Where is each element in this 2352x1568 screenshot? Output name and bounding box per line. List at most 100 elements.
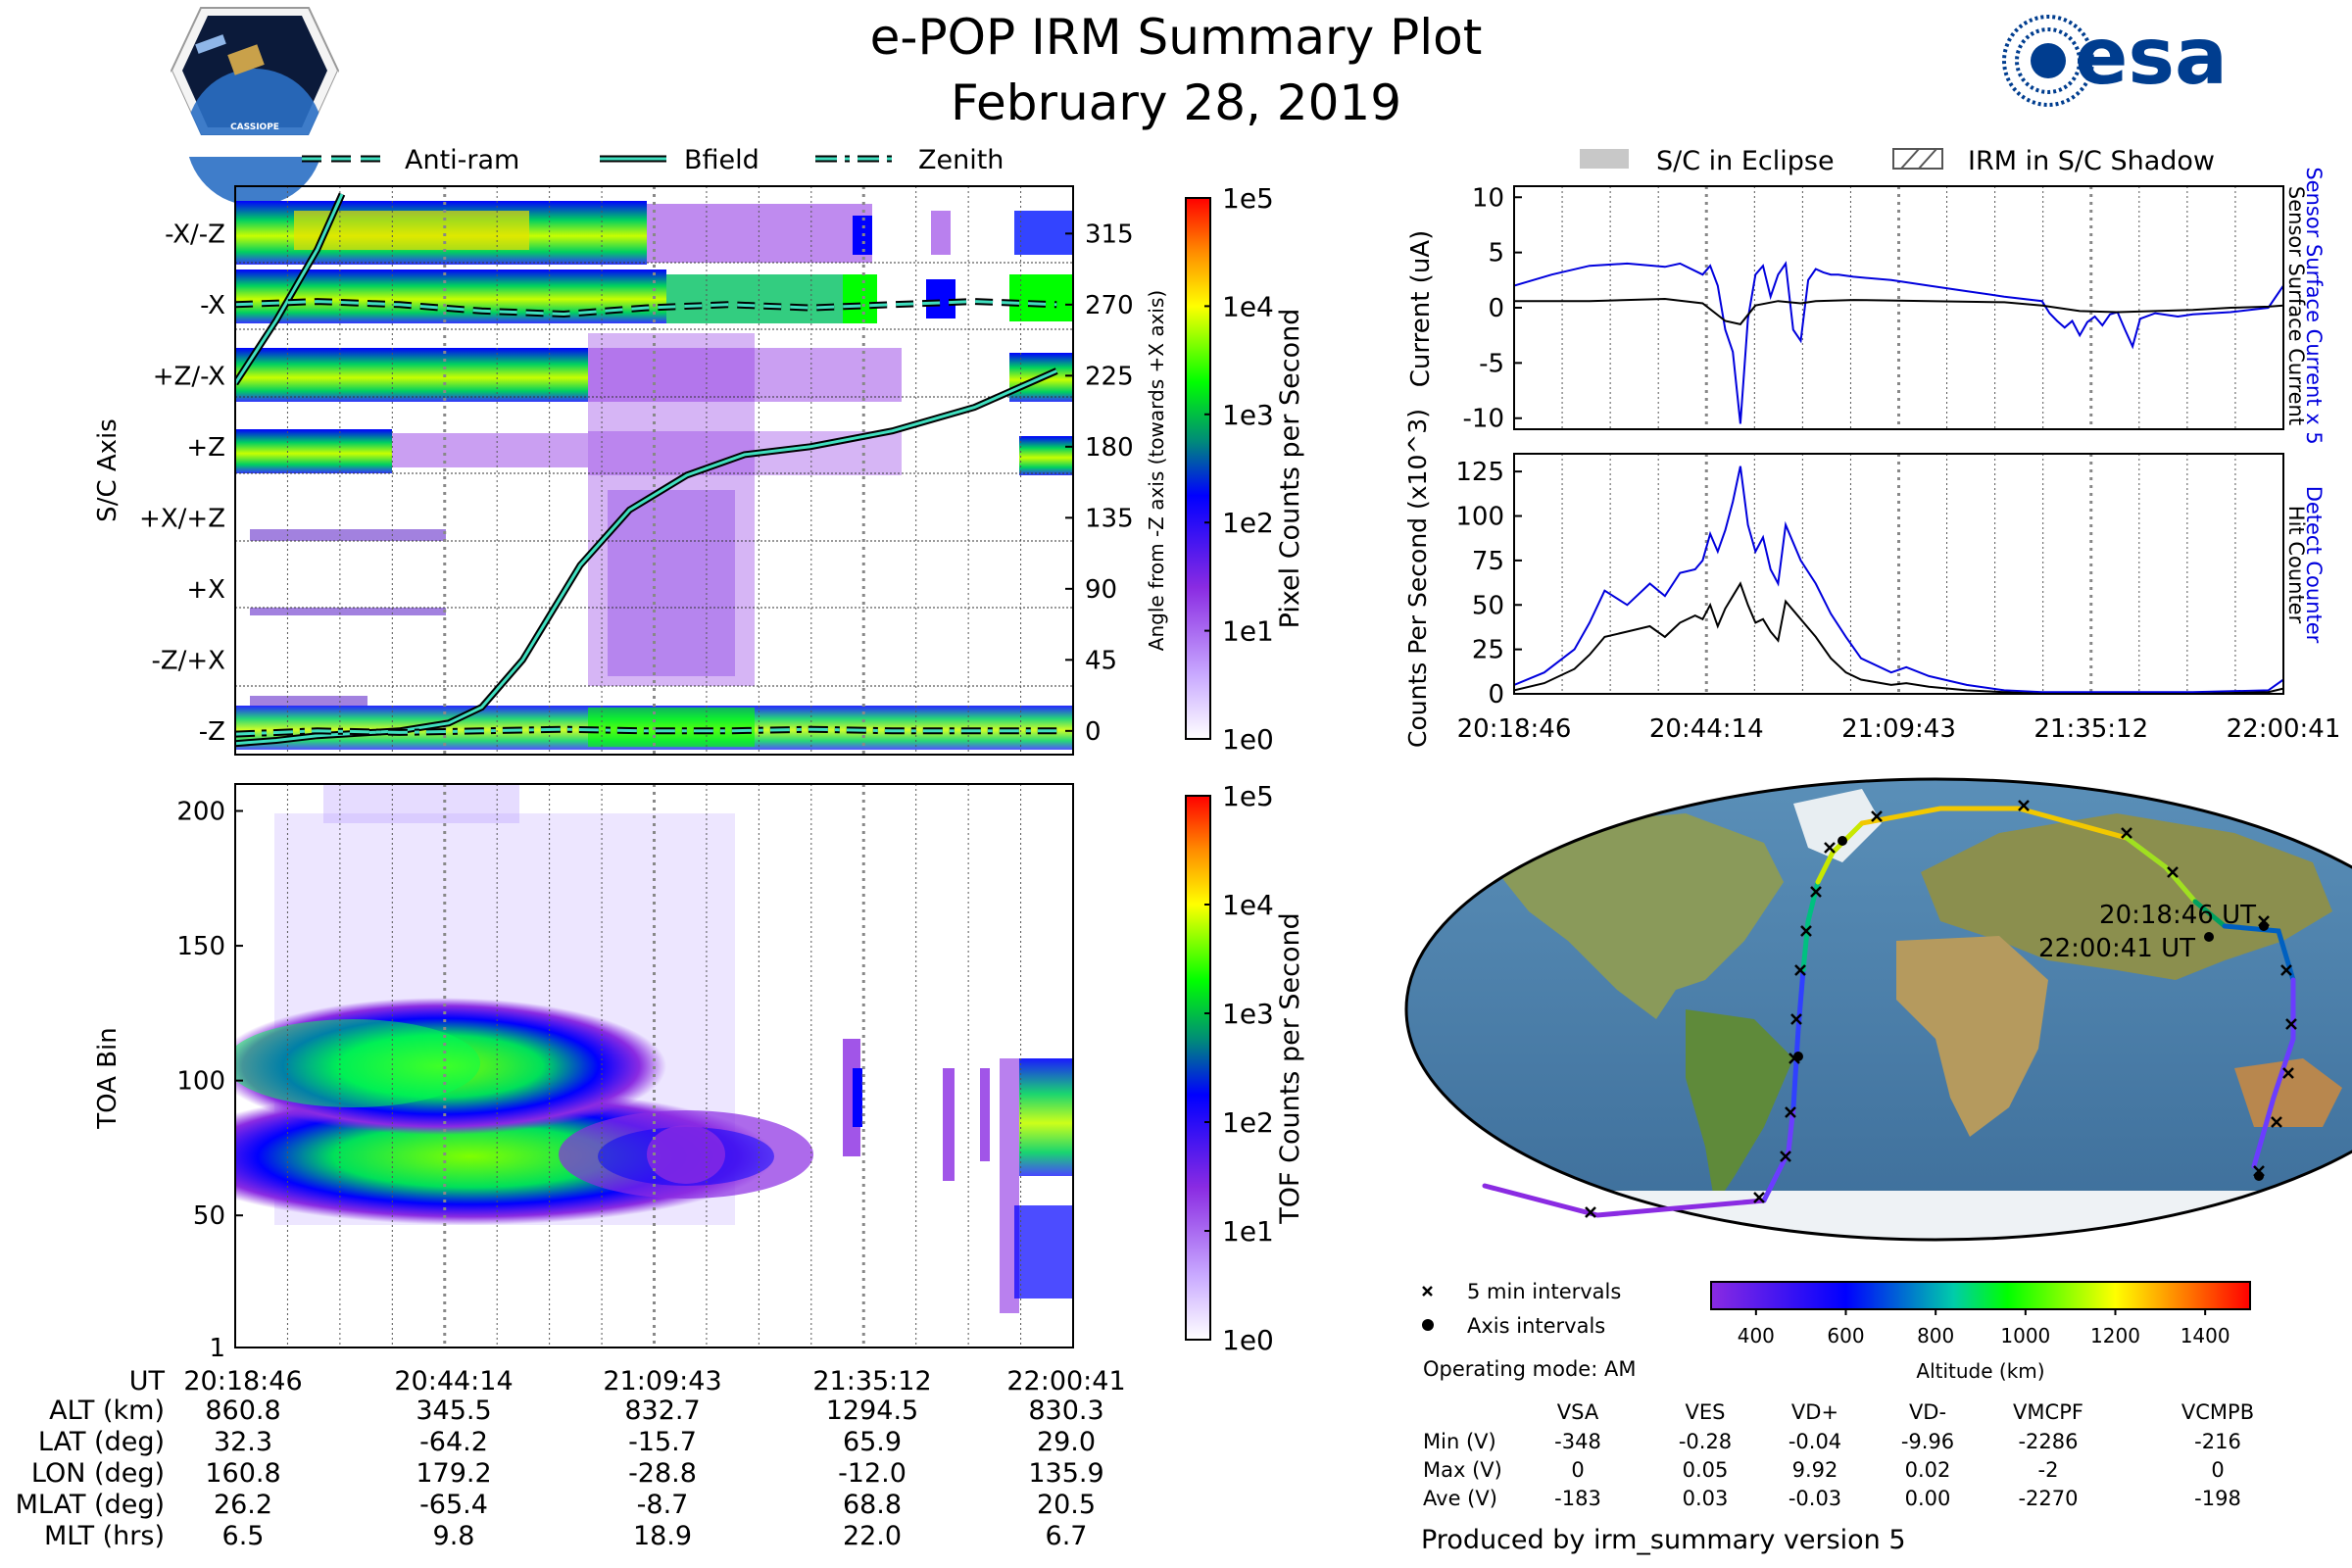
voltage-value: 0.00 [1905,1487,1951,1510]
angle-tick-label: 0 [1085,717,1102,747]
counts-frame [1513,453,2284,695]
legend-irm-shadow: IRM in S/C Shadow [1968,146,2215,176]
esa-logo: esa [2002,11,2228,107]
legend-eclipse: S/C in Eclipse [1656,146,1835,176]
tof-colorbar [1185,795,1211,1341]
ytick-label: 25 [1472,636,1504,665]
ut-value: 9.8 [433,1521,475,1551]
figure-date: February 28, 2019 [951,74,1401,131]
orbit-track [1482,806,2296,1218]
colorbar-tick-label: 1e1 [1222,615,1274,648]
ytick-label: 0 [1488,680,1504,710]
ut-value: -65.4 [419,1490,488,1520]
voltage-value: -0.04 [1788,1430,1841,1453]
time-tick-label: 21:35:12 [2034,714,2148,744]
time-tick-label: 21:09:43 [1841,714,1956,744]
time-tick-label: 20:44:14 [1649,714,1764,744]
ut-value: -28.8 [628,1458,697,1489]
zenith-line [235,727,1057,736]
voltage-value: -0.03 [1788,1487,1841,1510]
colorbar-tick-label: 1e1 [1222,1215,1274,1248]
colorbar-tick-label: 1e2 [1222,507,1274,539]
tof-colorbar-label: TOF Counts per Second [1275,912,1305,1225]
counts-y2label-black: Hit Counter [2284,506,2308,624]
voltage-value: -198 [2194,1487,2241,1510]
legend-top-left: Anti-ram Bfield Zenith [302,145,1004,175]
colorbar-tick-label: 1e0 [1222,723,1274,756]
sc-axis-panel [235,186,1073,755]
ut-row-header: LAT (deg) [38,1427,165,1457]
map-landmasses [1406,789,2352,1240]
voltage-row-label: Max (V) [1423,1458,1502,1482]
sc-axis-ytick-label: +Z/-X [153,362,225,391]
map-border [1404,777,2352,1242]
ut-time: 20:18:46 [183,1366,302,1396]
ut-value: 18.9 [633,1521,692,1551]
time-tick-label: 20:18:46 [1457,714,1572,744]
ut-value: 65.9 [843,1427,902,1457]
ut-value: 68.8 [843,1490,902,1520]
ytick-label: -10 [1463,405,1504,434]
sc-axis-angle-tick-labels: 315 270 225 180 135 90 45 0 [1065,220,1134,747]
voltage-row-label: Min (V) [1423,1430,1496,1453]
esa-logo-text: esa [2075,11,2228,102]
legend-zenith: Zenith [918,145,1004,175]
sc-axis-ytick-label: +Z [186,433,225,463]
ut-value: -15.7 [628,1427,697,1457]
sc-axis-ytick-label: -X [200,291,225,320]
current-y2label-black: Sensor Surface Current [2284,186,2308,425]
voltage-value: -216 [2194,1430,2241,1453]
angle-tick-label: 225 [1085,362,1134,391]
altitude-colorbar-ticks: 400 600 800 1000 1200 1400 [1738,1309,2230,1348]
angle-tick-label: 180 [1085,433,1134,463]
ut-value: 6.5 [222,1521,265,1551]
ut-time: 20:44:14 [394,1366,513,1396]
sc-axis-ytick-label: +X [186,575,225,605]
ut-value: 29.0 [1037,1427,1096,1457]
current-y2label-blue: Sensor Surface Current x 5 [2302,167,2326,444]
sc-axis-ytick-labels: -X/-Z -X +Z/-X +Z +X/+Z +X -Z/+X -Z [139,220,225,747]
ut-row-header: ALT (km) [49,1396,165,1426]
ut-value: 1294.5 [826,1396,918,1426]
bfield-wrap--line [235,193,344,385]
toa-heatmap [235,784,1073,1313]
counts-y2label-blue: Detect Counter [2302,486,2326,644]
sc-axis-ytick-label: -Z [199,717,225,747]
counts-panel [1514,454,2283,694]
counts-xtick-labels: 20:18:46 20:44:14 21:09:43 21:35:12 22:00:41 [1457,714,2341,744]
hit-counter-line [1514,581,2283,694]
altitude-tick-label: 1000 [2000,1324,2050,1348]
ut-value: 830.3 [1028,1396,1103,1426]
ut-value: 26.2 [214,1490,272,1520]
orbit-start-label: 20:18:46 UT [2099,901,2256,930]
sc-axis-orientation-lines [235,192,1058,748]
ut-value: 32.3 [214,1427,272,1457]
voltage-row-label: Ave (V) [1423,1487,1497,1510]
angle-tick-label: 45 [1085,646,1117,675]
ut-time: 21:35:12 [812,1366,931,1396]
anti-ram-line [235,300,1057,317]
sc-axis-ytick-label: -X/-Z [165,220,225,249]
legend-top-right: S/C in Eclipse IRM in S/C Shadow [1580,146,2215,176]
ut-value: 179.2 [416,1458,491,1489]
voltage-value: 0 [1571,1458,1584,1482]
footer-produced-by: Produced by irm_summary version 5 [1421,1525,1906,1555]
altitude-tick-label: 400 [1738,1324,1775,1348]
ut-value: -8.7 [637,1490,689,1520]
colorbar-tick-label: 1e2 [1222,1106,1274,1139]
ut-value: 20.5 [1037,1490,1096,1520]
voltage-header: VMCPF [2013,1400,2083,1424]
toa-tick-label: 150 [176,932,225,961]
altitude-colorbar [1710,1281,2251,1310]
ut-value: 345.5 [416,1396,491,1426]
ytick-label: 125 [1455,458,1504,487]
voltage-value: -183 [1554,1487,1601,1510]
ytick-label: 5 [1488,239,1504,269]
toa-tick-label: 200 [176,798,225,827]
sc-axis-ylabel: S/C Axis [93,418,122,522]
ut-value: -64.2 [419,1427,488,1457]
toa-ylabel: TOA Bin [93,1027,122,1129]
altitude-tick-label: 1200 [2090,1324,2140,1348]
voltage-header: VSA [1557,1400,1599,1424]
current-ylabel: Current (uA) [1406,230,1436,387]
